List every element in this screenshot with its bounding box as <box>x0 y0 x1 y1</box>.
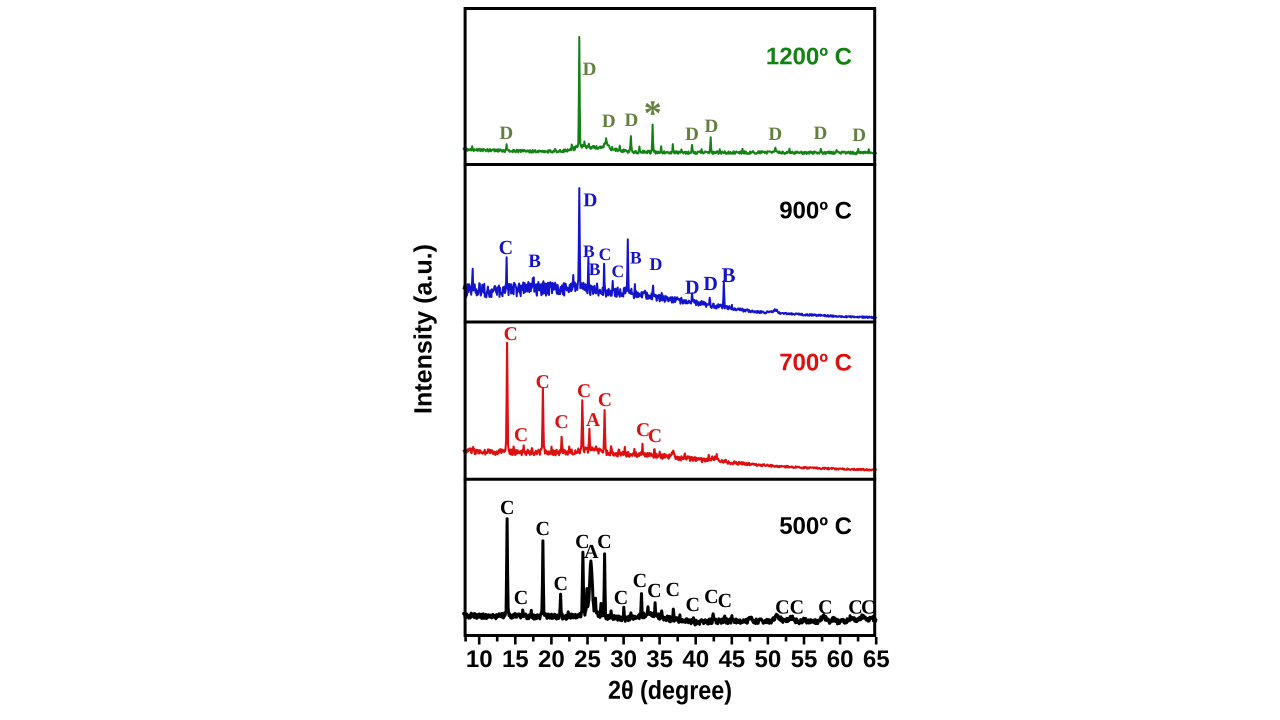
svg-text:C: C <box>598 390 612 411</box>
svg-text:C: C <box>535 518 550 540</box>
svg-text:C: C <box>514 425 528 446</box>
svg-text:C: C <box>636 420 650 441</box>
svg-text:20: 20 <box>538 646 565 673</box>
svg-text:C: C <box>614 587 629 609</box>
svg-text:D: D <box>814 123 828 144</box>
svg-text:60: 60 <box>827 646 854 673</box>
svg-text:C: C <box>500 497 515 519</box>
svg-text:40: 40 <box>682 646 709 673</box>
svg-text:D: D <box>852 125 866 146</box>
svg-text:C: C <box>575 531 590 553</box>
svg-text:C: C <box>848 596 863 618</box>
svg-text:D: D <box>705 116 719 137</box>
svg-text:A: A <box>584 541 599 563</box>
svg-text:D: D <box>583 190 597 211</box>
svg-text:25: 25 <box>574 646 601 673</box>
svg-text:B: B <box>589 259 601 279</box>
svg-text:C: C <box>499 237 514 259</box>
svg-text:2θ (degree): 2θ (degree) <box>608 675 732 705</box>
svg-text:C: C <box>648 426 662 447</box>
svg-text:900º C: 900º C <box>779 197 852 224</box>
svg-text:50: 50 <box>755 646 782 673</box>
svg-text:C: C <box>790 596 805 618</box>
svg-text:C: C <box>861 596 876 618</box>
svg-text:D: D <box>602 111 616 132</box>
svg-text:C: C <box>775 596 790 618</box>
svg-text:D: D <box>685 277 700 299</box>
svg-text:C: C <box>633 570 648 592</box>
svg-text:B: B <box>721 263 735 287</box>
svg-text:D: D <box>625 110 639 131</box>
svg-text:35: 35 <box>646 646 673 673</box>
svg-text:C: C <box>718 590 733 612</box>
svg-text:C: C <box>704 586 719 608</box>
svg-text:B: B <box>630 247 642 267</box>
svg-text:C: C <box>514 587 529 609</box>
svg-text:65: 65 <box>863 646 890 673</box>
svg-text:C: C <box>597 531 612 553</box>
svg-text:D: D <box>649 254 662 274</box>
svg-text:55: 55 <box>791 646 818 673</box>
svg-text:D: D <box>685 124 699 145</box>
svg-text:C: C <box>611 261 624 281</box>
svg-text:C: C <box>665 579 680 601</box>
svg-text:B: B <box>583 241 595 261</box>
svg-text:C: C <box>685 594 700 616</box>
svg-text:500º C: 500º C <box>779 513 852 540</box>
svg-text:D: D <box>499 123 513 144</box>
svg-text:1200º C: 1200º C <box>766 43 852 70</box>
svg-text:D: D <box>583 59 597 80</box>
svg-text:C: C <box>504 324 518 345</box>
svg-text:C: C <box>536 372 550 393</box>
svg-text:30: 30 <box>610 646 637 673</box>
svg-text:C: C <box>599 244 612 264</box>
svg-text:B: B <box>528 251 541 272</box>
svg-text:*: * <box>644 93 662 133</box>
svg-text:C: C <box>647 580 662 602</box>
svg-text:D: D <box>768 124 782 145</box>
svg-text:C: C <box>554 412 568 433</box>
svg-text:10: 10 <box>466 646 493 673</box>
svg-text:C: C <box>577 381 591 402</box>
svg-text:Intensity (a.u.): Intensity (a.u.) <box>410 244 438 414</box>
svg-text:D: D <box>703 273 718 295</box>
svg-text:C: C <box>818 596 833 618</box>
svg-text:C: C <box>553 573 568 595</box>
svg-text:15: 15 <box>502 646 529 673</box>
svg-text:A: A <box>586 410 600 431</box>
svg-text:45: 45 <box>718 646 745 673</box>
svg-text:700º C: 700º C <box>779 349 852 376</box>
